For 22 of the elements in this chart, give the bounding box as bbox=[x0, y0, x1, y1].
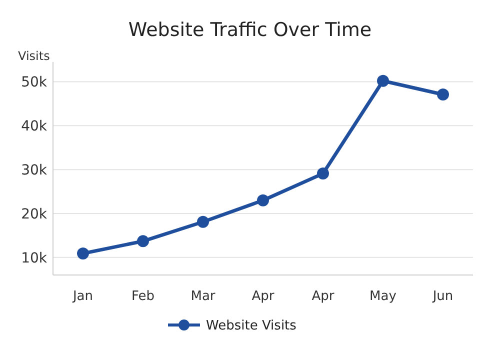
point bbox=[257, 194, 269, 206]
y-tick-label: 40k bbox=[21, 118, 48, 135]
y-tick-label: 50k bbox=[21, 74, 48, 91]
x-tick-label: Jun bbox=[432, 289, 454, 304]
x-tick-label: Apr bbox=[312, 289, 335, 304]
x-tick-label: Mar bbox=[190, 289, 216, 304]
legend-label: Website Visits bbox=[206, 318, 297, 334]
x-tick-label: Jan bbox=[72, 289, 94, 304]
x-tick-label: May bbox=[370, 289, 397, 304]
chart-title: Website Traffic Over Time bbox=[128, 19, 372, 41]
point bbox=[137, 235, 149, 248]
x-tick-label: Feb bbox=[131, 289, 155, 304]
point bbox=[377, 74, 389, 87]
y-axis-title: Visits bbox=[18, 49, 50, 63]
x-tick-label: Apr bbox=[252, 289, 275, 304]
point bbox=[77, 247, 89, 260]
y-tick-label: 20k bbox=[21, 206, 48, 222]
point bbox=[317, 168, 329, 180]
point bbox=[437, 88, 449, 100]
y-tick-label: 10k bbox=[21, 250, 48, 266]
point bbox=[197, 216, 209, 228]
y-tick-label: 30k bbox=[21, 162, 48, 178]
